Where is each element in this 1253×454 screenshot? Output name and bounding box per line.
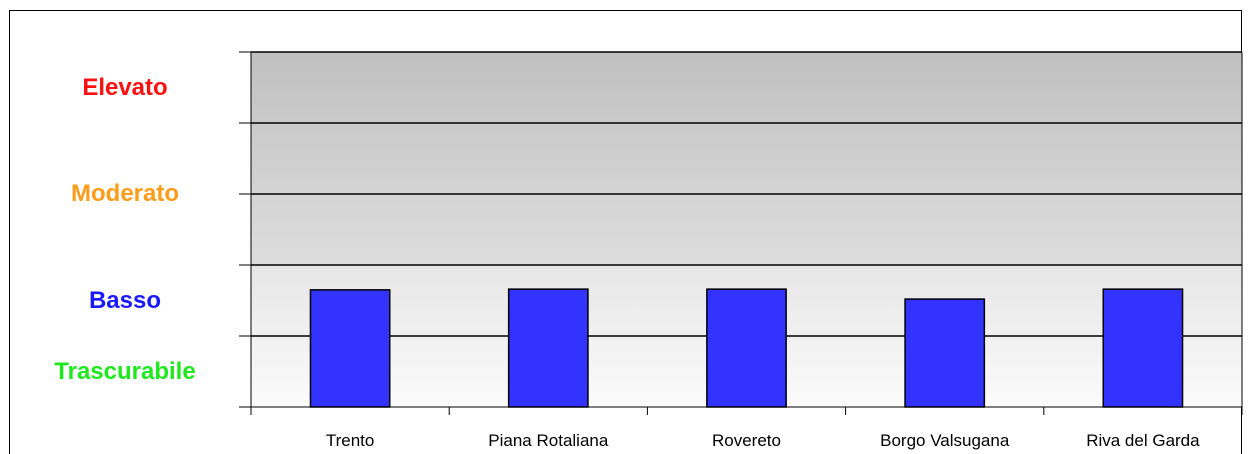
bar-trento [309, 289, 391, 408]
y-level-label-basso: Basso [88, 286, 162, 314]
x-tick-label: Borgo Valsugana [880, 431, 1010, 450]
x-tick-label: Piana Rotaliana [488, 431, 609, 450]
bar-riva-del-garda [1102, 288, 1184, 408]
background-band [251, 52, 1242, 265]
bar-rovereto [706, 288, 787, 408]
x-tick-label: Trento [326, 431, 375, 450]
x-tick-label: Rovereto [712, 431, 781, 450]
y-level-label-elevato: Elevato [82, 73, 168, 101]
y-level-label-moderato: Moderato [71, 180, 179, 207]
bar-borgo-valsugana [904, 298, 986, 408]
x-tick-label: Riva del Garda [1086, 431, 1200, 450]
bar-piana-rotaliana [507, 288, 589, 408]
y-level-label-trascurabile: Trascurabile [54, 357, 196, 385]
